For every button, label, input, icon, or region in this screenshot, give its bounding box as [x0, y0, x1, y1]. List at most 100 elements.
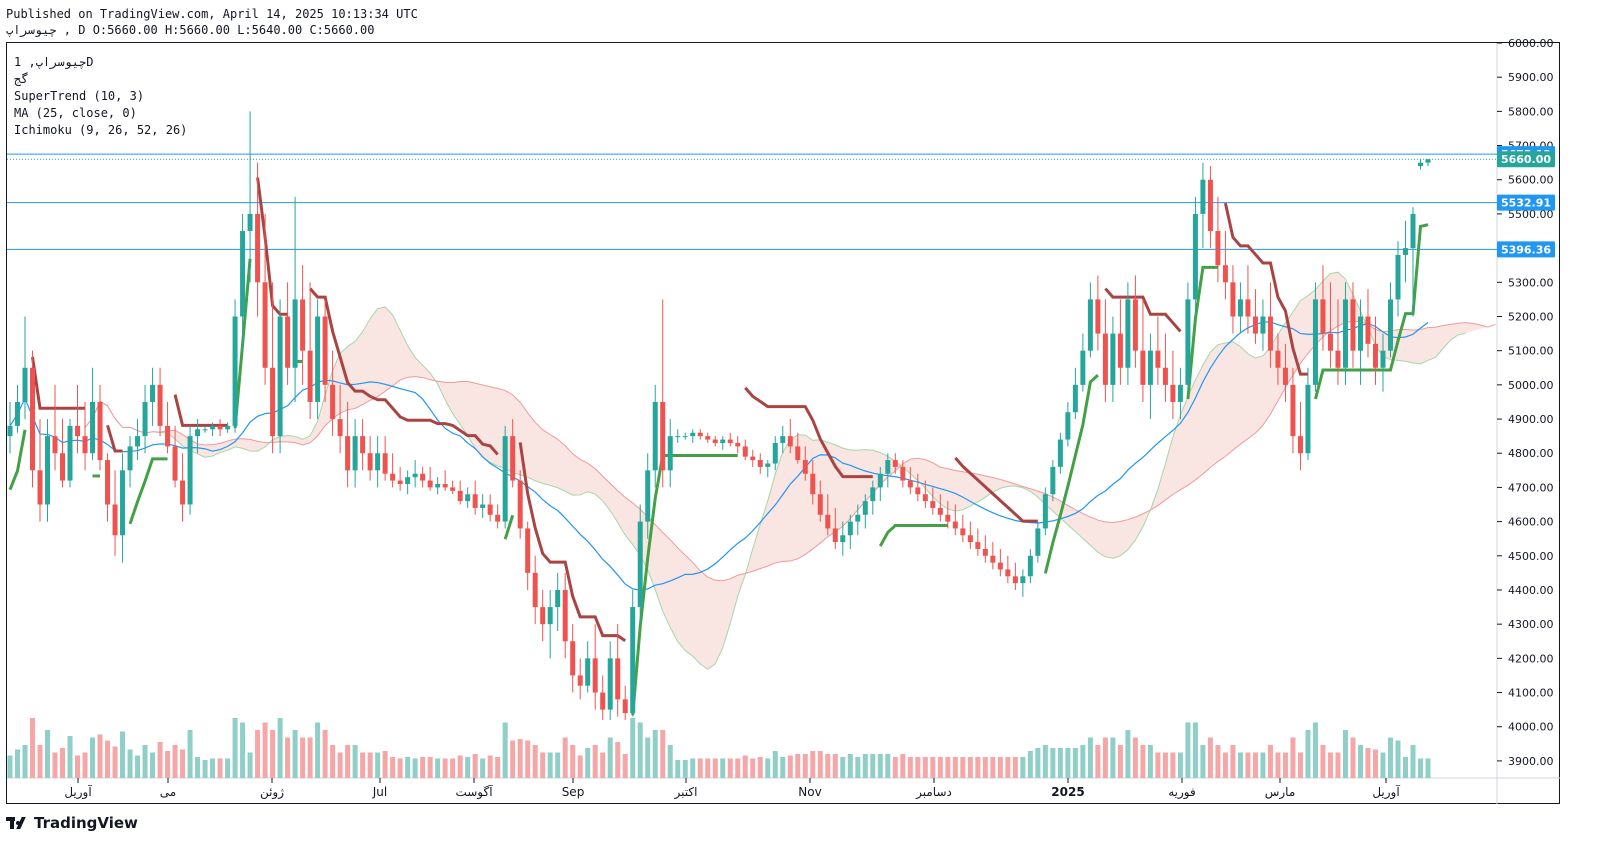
candle-body: [465, 494, 471, 502]
candle-body: [802, 460, 808, 474]
candle-body: [1072, 384, 1078, 413]
candle-body: [907, 480, 913, 488]
volume-bar: [420, 757, 426, 778]
x-tick-label: دسامبر: [915, 785, 952, 800]
candle-body: [292, 299, 298, 368]
x-tick-label: فوریه: [1168, 785, 1196, 800]
volume-bar: [555, 752, 561, 778]
volume-bar: [585, 748, 591, 778]
volume-bar: [1192, 722, 1198, 778]
volume-bar: [127, 749, 133, 778]
volume-bar: [412, 758, 418, 778]
chart-legend: چیوسراپ, 1D گج SuperTrend (10, 3) MA (25…: [14, 54, 187, 139]
candle-body: [90, 401, 96, 454]
volume-bar: [810, 751, 816, 778]
x-tick-label: مارس: [1265, 785, 1296, 800]
candle-body: [1320, 299, 1326, 334]
candle-body: [727, 439, 733, 443]
candle-body: [682, 436, 688, 438]
volume-bar: [465, 757, 471, 778]
volume-bar: [60, 748, 66, 778]
tradingview-brand[interactable]: TradingView: [6, 814, 138, 832]
candle-body: [1147, 350, 1153, 385]
y-tick-label: 5100.00: [1508, 345, 1554, 358]
candle-body: [1087, 299, 1093, 351]
ohlc-readout: چیوسراپ , D O:5660.00 H:5660.00 L:5640.0…: [6, 23, 375, 37]
supertrend-line: [1104, 287, 1182, 333]
legend-ma[interactable]: MA (25, close, 0): [14, 106, 137, 120]
volume-bar: [195, 757, 201, 778]
candle-body: [165, 425, 171, 447]
volume-bar: [577, 755, 583, 778]
candle-body: [555, 589, 561, 608]
volume-bar: [30, 718, 36, 778]
volume-bar: [1065, 748, 1071, 778]
volume-bar: [517, 739, 523, 778]
volume-bar: [975, 757, 981, 778]
ichimoku-span-b: [84, 320, 1496, 582]
volume-bar: [285, 737, 291, 778]
volume-bar: [937, 757, 943, 778]
volume-bar: [825, 754, 831, 778]
candle-body: [180, 480, 186, 505]
volume-bar: [495, 757, 501, 778]
legend-ichimoku[interactable]: Ichimoku (9, 26, 52, 26): [14, 123, 188, 137]
volume-bar: [720, 758, 726, 778]
volume-bar: [225, 758, 231, 778]
candle-body: [900, 466, 906, 481]
candle-body: [1132, 299, 1138, 351]
candle-body: [547, 607, 553, 625]
volume-bar: [690, 758, 696, 778]
candle-body: [285, 316, 291, 368]
volume-bar: [382, 751, 388, 778]
volume-bar: [52, 752, 58, 778]
candle-body: [1020, 576, 1026, 584]
candle-body: [1102, 333, 1108, 385]
brand-name: TradingView: [34, 814, 138, 832]
volume-bar: [1297, 752, 1303, 778]
volume-bar: [322, 730, 328, 778]
volume-bar: [210, 758, 216, 778]
legend-symbol[interactable]: چیوسراپ, 1D: [14, 55, 94, 69]
candle-body: [1365, 316, 1371, 344]
tradingview-logo-icon: [6, 817, 28, 829]
y-tick-label: 4100.00: [1508, 687, 1554, 700]
x-tick-label: آگوست: [455, 784, 493, 800]
volume-bar: [487, 755, 493, 778]
volume-bar: [202, 760, 208, 778]
candle-body: [412, 473, 418, 478]
candle-body: [975, 542, 981, 549]
x-tick-label: Nov: [798, 785, 821, 799]
volume-bar: [337, 752, 343, 778]
legend-supertrend[interactable]: SuperTrend (10, 3): [14, 89, 145, 103]
volume-bar: [1125, 730, 1131, 778]
candle-body: [532, 572, 538, 608]
candle-body: [855, 514, 861, 522]
volume-bar: [802, 754, 808, 778]
publish-info: Published on TradingView.com, April 14, …: [6, 7, 418, 21]
candle-body: [127, 446, 133, 471]
volume-bar: [592, 745, 598, 778]
volume-bar: [735, 758, 741, 778]
candle-body: [892, 460, 898, 467]
volume-bar: [1245, 752, 1251, 778]
volume-bar: [255, 730, 261, 778]
volume-bar: [1312, 722, 1318, 778]
candle-body: [67, 425, 73, 481]
volume-bar: [1095, 745, 1101, 778]
candle-body: [1027, 555, 1033, 577]
supertrend-line: [503, 514, 515, 540]
volume-bar: [292, 730, 298, 778]
candle-body: [427, 480, 433, 488]
volume-bar: [67, 736, 73, 778]
volume-bar: [405, 757, 411, 778]
volume-bar: [1327, 752, 1333, 778]
volume-bar: [1200, 745, 1206, 778]
candle-body: [795, 446, 801, 461]
candle-body: [1065, 412, 1071, 440]
volume-bar: [1395, 740, 1401, 778]
candle-body: [487, 504, 493, 515]
volume-bar: [105, 740, 111, 778]
volume-bar: [97, 734, 103, 778]
